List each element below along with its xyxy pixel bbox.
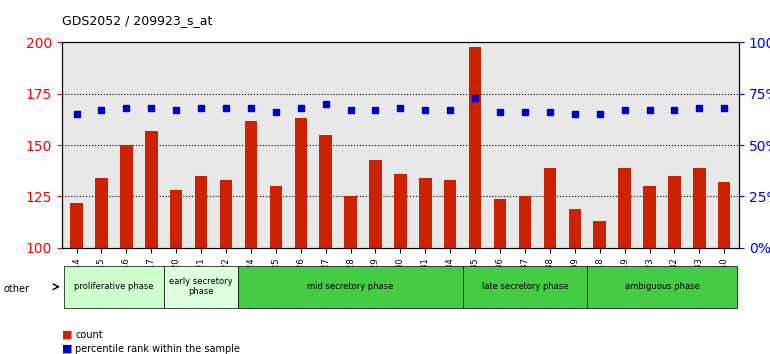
- Bar: [444, 180, 457, 354]
- Bar: [519, 196, 531, 354]
- Text: proliferative phase: proliferative phase: [74, 282, 154, 291]
- Text: ambiguous phase: ambiguous phase: [624, 282, 699, 291]
- FancyBboxPatch shape: [164, 266, 239, 308]
- Bar: [344, 196, 357, 354]
- Text: late secretory phase: late secretory phase: [482, 282, 568, 291]
- Bar: [693, 168, 705, 354]
- Bar: [594, 221, 606, 354]
- Bar: [469, 47, 481, 354]
- Bar: [568, 209, 581, 354]
- Text: count: count: [75, 330, 103, 340]
- Text: ■: ■: [62, 344, 72, 354]
- Bar: [270, 186, 282, 354]
- FancyBboxPatch shape: [463, 266, 588, 308]
- Text: mid secretory phase: mid secretory phase: [307, 282, 393, 291]
- Bar: [718, 182, 731, 354]
- Bar: [195, 176, 207, 354]
- Bar: [618, 168, 631, 354]
- Bar: [145, 131, 158, 354]
- Bar: [245, 120, 257, 354]
- Bar: [120, 145, 132, 354]
- Text: other: other: [4, 284, 30, 293]
- FancyBboxPatch shape: [239, 266, 463, 308]
- Bar: [494, 199, 506, 354]
- Bar: [320, 135, 332, 354]
- Bar: [70, 202, 83, 354]
- Text: early secretory
phase: early secretory phase: [169, 277, 233, 296]
- Bar: [668, 176, 681, 354]
- Bar: [419, 178, 431, 354]
- Text: GDS2052 / 209923_s_at: GDS2052 / 209923_s_at: [62, 14, 212, 27]
- Bar: [95, 178, 108, 354]
- Bar: [219, 180, 233, 354]
- Text: percentile rank within the sample: percentile rank within the sample: [75, 344, 240, 354]
- Bar: [294, 119, 307, 354]
- FancyBboxPatch shape: [588, 266, 737, 308]
- Bar: [643, 186, 656, 354]
- Text: ■: ■: [62, 330, 72, 340]
- Bar: [370, 160, 382, 354]
- Bar: [544, 168, 556, 354]
- Bar: [170, 190, 182, 354]
- FancyBboxPatch shape: [64, 266, 164, 308]
- Bar: [394, 174, 407, 354]
